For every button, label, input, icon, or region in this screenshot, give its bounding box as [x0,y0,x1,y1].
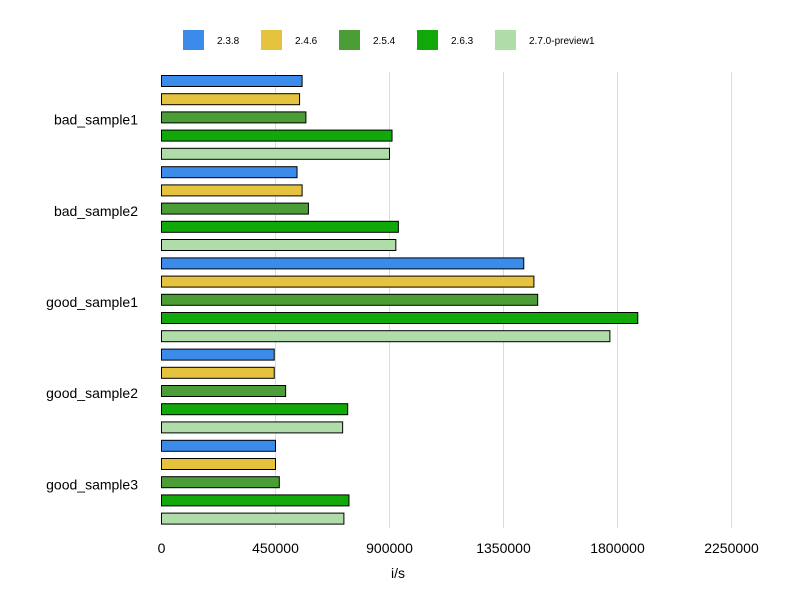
bar-good_sample1-2.6.3 [161,312,639,324]
legend-swatch-2.5.4 [339,30,360,50]
legend-item-2.4.6: 2.4.6 [261,30,318,50]
bar-good_sample3-2.6.3 [161,494,350,507]
bar-good_sample2-2.3.8 [161,348,275,361]
bar-bad_sample1-2.5.4 [161,111,307,124]
x-tick-label-3: 1350000 [476,540,531,556]
bar-good_sample1-2.5.4 [161,293,539,306]
bar-good_sample3-2.7.0-preview1 [161,512,345,525]
legend-label-2.6.3: 2.6.3 [451,36,474,47]
bar-good_sample3-2.3.8 [161,439,276,452]
legend-swatch-2.7.0-preview1 [495,30,516,50]
legend-item-2.7.0-preview1: 2.7.0-preview1 [495,30,595,50]
category-label-bad_sample2: bad_sample2 [54,203,138,219]
bar-good_sample2-2.5.4 [161,385,287,397]
bars [161,75,639,525]
bar-good_sample1-2.4.6 [161,275,535,288]
bar-good_sample3-2.4.6 [161,458,276,470]
legend-item-2.5.4: 2.5.4 [339,30,396,50]
legend-swatch-2.3.8 [183,30,204,50]
bar-bad_sample1-2.4.6 [161,93,301,106]
bar-bad_sample1-2.6.3 [161,129,393,142]
category-labels: bad_sample1 bad_sample2 good_sample1 good_s… [46,112,138,493]
bar-bad_sample1-2.3.8 [161,75,303,87]
category-label-good_sample1: good_sample1 [46,294,138,310]
x-tick-label-1: 450000 [252,540,299,556]
category-label-bad_sample1: bad_sample1 [54,112,138,128]
bar-good_sample2-2.4.6 [161,366,275,379]
x-tick-label-2: 900000 [366,540,413,556]
bar-good_sample3-2.5.4 [161,476,280,489]
bar-bad_sample2-2.3.8 [161,166,298,179]
bar-good_sample1-2.7.0-preview1 [161,330,611,343]
bar-bad_sample1-2.7.0-preview1 [161,147,390,160]
legend-label-2.5.4: 2.5.4 [373,36,396,47]
x-tick-label-0: 0 [158,540,166,556]
bar-bad_sample2-2.7.0-preview1 [161,239,397,251]
bar-bad_sample2-2.5.4 [161,202,309,215]
legend: 2.3.8 2.4.6 2.5.4 2.6.3 2.7.0-preview1 [183,30,595,50]
bar-good_sample2-2.7.0-preview1 [161,421,344,434]
x-axis-title: i/s [391,565,405,581]
legend-item-2.3.8: 2.3.8 [183,30,240,50]
bar-good_sample1-2.3.8 [161,257,525,270]
category-label-good_sample3: good_sample3 [46,476,138,492]
legend-label-2.4.6: 2.4.6 [295,36,318,47]
bar-good_sample2-2.6.3 [161,403,349,416]
bar-bad_sample2-2.6.3 [161,220,399,233]
legend-label-2.3.8: 2.3.8 [217,36,240,47]
x-tick-label-5: 2250000 [704,540,759,556]
legend-swatch-2.4.6 [261,30,282,50]
legend-label-2.7.0-preview1: 2.7.0-preview1 [529,36,595,47]
legend-swatch-2.6.3 [417,30,438,50]
x-tick-labels: 0 450000 900000 1350000 1800000 2250000 [158,540,759,556]
legend-item-2.6.3: 2.6.3 [417,30,474,50]
bar-bad_sample2-2.4.6 [161,184,303,197]
x-tick-label-4: 1800000 [590,540,645,556]
category-label-good_sample2: good_sample2 [46,385,138,401]
